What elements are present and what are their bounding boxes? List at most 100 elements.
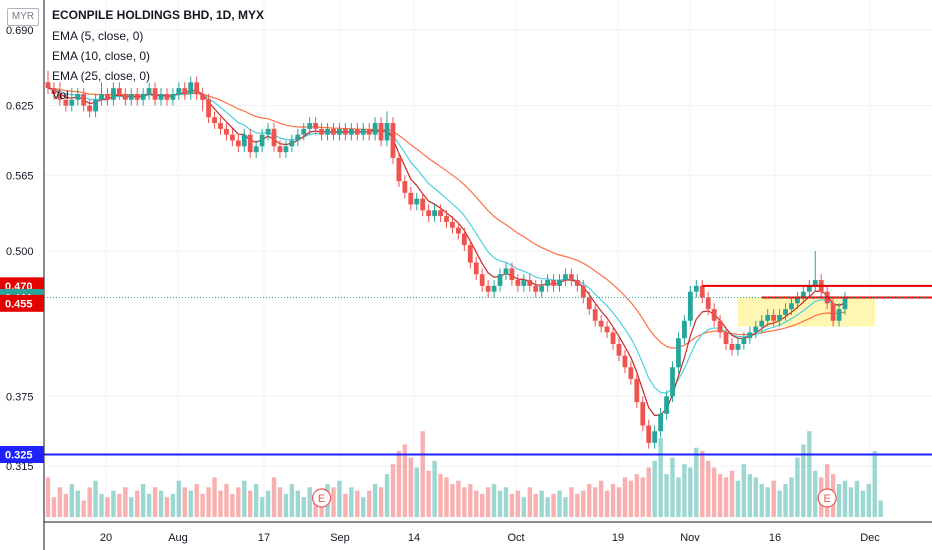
- candle: [146, 82, 152, 100]
- volume-bar: [872, 451, 877, 517]
- volume-bar: [640, 477, 645, 517]
- volume-bar: [670, 457, 675, 517]
- volume-bar: [860, 490, 866, 517]
- volume-bar: [51, 497, 57, 517]
- volume-bar: [396, 451, 402, 517]
- candle: [563, 268, 568, 286]
- candle-body: [277, 146, 283, 153]
- volume-bar: [485, 487, 491, 517]
- candle-body: [134, 93, 140, 100]
- volume-bar: [694, 447, 699, 517]
- candle-body: [313, 123, 319, 129]
- candle: [277, 140, 283, 158]
- x-tick-label: Nov: [680, 532, 700, 544]
- candle-body: [259, 134, 265, 147]
- candle: [105, 88, 110, 106]
- candle-body: [87, 105, 93, 112]
- volume-bar: [182, 487, 187, 517]
- candle: [99, 82, 104, 106]
- candle: [366, 123, 372, 141]
- candle-body: [247, 134, 253, 153]
- volume-bar: [509, 493, 515, 517]
- candle: [87, 99, 93, 118]
- candle-body: [116, 88, 122, 94]
- candle: [444, 210, 449, 228]
- volume-bar: [878, 500, 883, 517]
- candle-body: [539, 285, 545, 292]
- candle: [569, 268, 574, 286]
- volume-bar: [283, 493, 289, 517]
- candle: [188, 76, 194, 100]
- candle-body: [337, 128, 342, 135]
- candle-body: [812, 280, 818, 286]
- candle: [551, 274, 556, 292]
- volume-bar: [438, 474, 443, 517]
- volume-bar: [813, 470, 818, 517]
- candle-body: [569, 274, 574, 281]
- volume-bar: [491, 484, 497, 517]
- candle: [253, 140, 259, 158]
- candle-body: [563, 274, 568, 281]
- candle-body: [438, 210, 443, 217]
- volume-bar: [866, 484, 871, 517]
- candle-body: [634, 378, 640, 403]
- candle-body: [729, 344, 735, 350]
- earnings-marker-circle: [817, 488, 837, 508]
- volume-bar: [337, 480, 342, 517]
- candle-body: [771, 314, 777, 321]
- candle-body: [301, 128, 307, 135]
- candle: [705, 291, 711, 315]
- candle-body: [271, 128, 277, 147]
- ema25-legend: EMA (25, close, 0): [52, 69, 151, 83]
- volume-bar: [408, 457, 414, 517]
- volume-bar: [355, 490, 360, 517]
- candle: [75, 88, 81, 106]
- candle-body: [122, 93, 128, 100]
- candle: [229, 128, 235, 147]
- volume-bar: [456, 480, 461, 517]
- candle-body: [557, 280, 562, 286]
- candle: [57, 82, 63, 106]
- volume-bar: [129, 497, 134, 517]
- volume-bar: [462, 487, 467, 517]
- volume-bar: [741, 464, 747, 517]
- candle-body: [610, 332, 616, 345]
- volume-bar: [581, 490, 586, 517]
- volume-bar: [682, 464, 687, 517]
- candle-body: [515, 280, 521, 286]
- candle: [247, 128, 253, 158]
- candle-body: [676, 338, 681, 368]
- candle: [699, 280, 705, 304]
- candle: [795, 291, 800, 310]
- candle-body: [372, 123, 378, 135]
- x-tick-label: Sep: [330, 532, 350, 544]
- price-label-text: 0.455: [5, 298, 33, 310]
- candle: [116, 82, 122, 100]
- volume-bar: [575, 493, 580, 517]
- candle: [182, 82, 188, 100]
- volume-bar: [158, 490, 164, 517]
- candle-body: [640, 402, 646, 426]
- candle: [747, 326, 753, 345]
- candle: [729, 338, 735, 356]
- candle: [806, 280, 812, 298]
- volume-bar: [432, 460, 437, 517]
- candle: [140, 88, 146, 106]
- volume-bar: [414, 467, 419, 517]
- candle: [224, 123, 229, 141]
- volume-bar: [503, 487, 509, 517]
- candle-body: [503, 268, 509, 275]
- volume-bar: [140, 484, 146, 517]
- candle-body: [325, 128, 330, 135]
- candle: [836, 303, 842, 327]
- candle-body: [188, 82, 194, 94]
- volume-bar: [69, 484, 74, 517]
- candle: [783, 303, 788, 321]
- candle-body: [354, 128, 360, 135]
- candle: [693, 280, 699, 298]
- chart-title: ECONPILE HOLDINGS BHD, 1D, MYX: [52, 8, 265, 22]
- candle-body: [836, 309, 842, 321]
- currency-badge[interactable]: MYR: [7, 8, 39, 26]
- candle: [765, 309, 771, 327]
